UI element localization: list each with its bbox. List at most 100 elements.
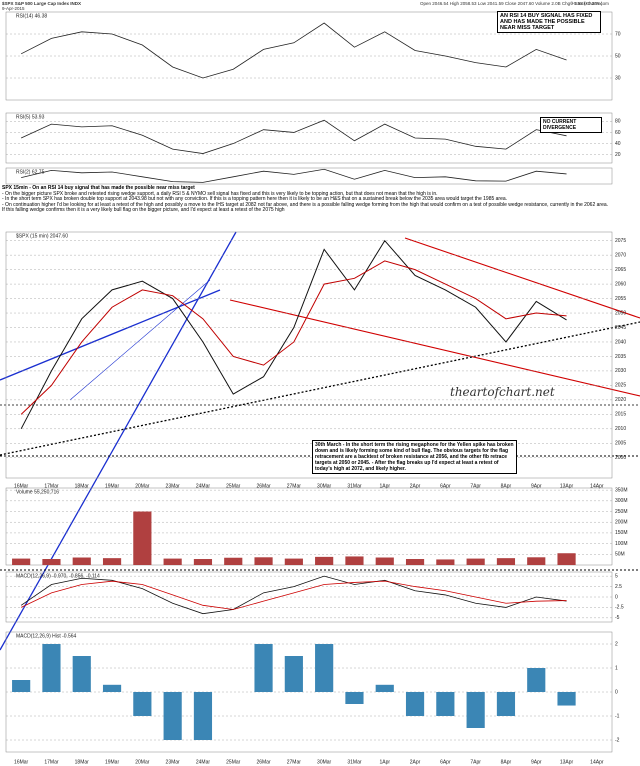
- bar: [375, 557, 394, 565]
- x-tick-label: 6Apr: [440, 759, 451, 765]
- series-line: [20, 575, 567, 615]
- date: 9-Apr-2015: [2, 6, 25, 11]
- series-line: [20, 119, 567, 154]
- x-tick-label: 30Mar: [317, 759, 332, 765]
- annotation: 30th March - In the short term the risin…: [312, 440, 517, 474]
- x-tick-label: 20Mar: [135, 483, 150, 489]
- trend-line: [0, 289, 221, 381]
- y-tick-label: 100M: [615, 541, 628, 547]
- x-tick-label: 17Mar: [44, 483, 59, 489]
- x-tick-label: 23Mar: [166, 483, 181, 489]
- series-line: [20, 260, 567, 415]
- panel: [5, 112, 613, 164]
- x-tick-label: 31Mar: [347, 483, 362, 489]
- y-tick-label: 2.5: [615, 584, 622, 590]
- y-tick-label: 2040: [615, 339, 626, 345]
- bar: [375, 684, 394, 692]
- series-line: [21, 168, 567, 183]
- bar: [42, 644, 61, 692]
- bar: [315, 556, 334, 565]
- bar: [12, 680, 31, 692]
- x-tick-label: 16Mar: [14, 483, 29, 489]
- y-tick-label: 2035: [615, 354, 626, 360]
- commentary-line: - On the bigger picture SPX broke and re…: [2, 190, 438, 197]
- x-tick-label: 7Apr: [470, 759, 481, 765]
- y-tick-label: 0: [615, 689, 618, 695]
- x-tick-label: 19Mar: [105, 483, 120, 489]
- symbol: $SPX S&P 500 Large Cap Index INDX: [2, 1, 81, 6]
- series-line: [20, 580, 567, 610]
- panel-title: $SPX (15 min) 2047.60: [16, 233, 68, 239]
- bar: [345, 692, 364, 704]
- y-tick-label: 2050: [615, 310, 626, 316]
- y-tick-label: 2010: [615, 426, 626, 432]
- x-tick-label: 14Apr: [590, 759, 604, 765]
- bar: [102, 684, 122, 692]
- bar: [436, 692, 455, 716]
- y-tick-label: 1: [615, 665, 618, 671]
- x-tick-label: 16Mar: [14, 759, 29, 765]
- bar: [193, 692, 213, 740]
- y-tick-label: 2025: [615, 383, 626, 389]
- commentary-line: - In the short term SPX has broken doubl…: [2, 196, 508, 203]
- bar: [405, 692, 425, 716]
- x-tick-label: 25Mar: [226, 759, 241, 765]
- quote: Open 2046.54 High 2058.53 Low 2041.59 Cl…: [420, 1, 603, 6]
- panel: [5, 231, 613, 479]
- bar: [193, 559, 213, 565]
- bar: [496, 692, 516, 716]
- y-tick-label: -5: [615, 615, 620, 621]
- x-tick-label: 18Mar: [75, 483, 90, 489]
- y-tick-label: 250M: [615, 509, 628, 515]
- x-tick-label: 19Mar: [105, 759, 120, 765]
- x-tick-label: 7Apr: [470, 483, 481, 489]
- bar: [557, 692, 576, 706]
- bar: [315, 644, 334, 692]
- bar: [466, 692, 485, 728]
- x-tick-label: 30Mar: [317, 483, 332, 489]
- x-tick-label: 26Mar: [256, 483, 271, 489]
- bar: [254, 644, 273, 692]
- annotation: AN RSI 14 BUY SIGNAL HAS FIXED AND HAS M…: [497, 11, 601, 33]
- y-tick-label: 30: [615, 75, 621, 81]
- panel-title: RSI(14) 46.38: [16, 13, 47, 19]
- x-tick-label: 17Mar: [44, 759, 59, 765]
- bar: [42, 559, 61, 565]
- y-tick-label: 0: [615, 594, 618, 600]
- series-line: [20, 239, 567, 430]
- bar: [163, 558, 182, 565]
- x-tick-label: 27Mar: [287, 759, 302, 765]
- y-tick-label: 2015: [615, 412, 626, 418]
- x-tick-label: 14Apr: [590, 483, 604, 489]
- commentary-line: SPX 15min - On an RSI 14 buy signal that…: [2, 185, 195, 191]
- panel: [5, 167, 613, 185]
- x-tick-label: 13Apr: [560, 483, 574, 489]
- x-tick-label: 8Apr: [501, 759, 512, 765]
- bar: [72, 656, 91, 692]
- x-tick-label: 31Mar: [347, 759, 362, 765]
- commentary: SPX 15min - On an RSI 14 buy signal that…: [2, 185, 612, 214]
- bar: [12, 558, 31, 565]
- trend-line: [229, 299, 640, 397]
- bar: [436, 559, 455, 565]
- x-tick-label: 27Mar: [287, 483, 302, 489]
- bar: [102, 558, 122, 565]
- panel-title: Volume 55,250,716: [16, 489, 59, 495]
- panel-title: RSI(5) 53.93: [16, 114, 45, 120]
- bar: [72, 557, 91, 565]
- y-tick-label: 350M: [615, 487, 628, 493]
- bar: [527, 668, 546, 692]
- y-tick-label: 2005: [615, 441, 626, 447]
- watermark: theartofchart.net: [450, 385, 555, 399]
- x-tick-label: 25Mar: [226, 483, 241, 489]
- x-tick-label: 1Apr: [379, 483, 390, 489]
- bar: [496, 558, 516, 565]
- y-tick-label: 60: [615, 130, 621, 136]
- y-tick-label: 2030: [615, 368, 626, 374]
- y-tick-label: 40: [615, 141, 621, 147]
- commentary-line: - On continuation higher I'd be looking …: [2, 201, 609, 214]
- y-tick-label: 20: [615, 152, 621, 158]
- x-tick-label: 18Mar: [75, 759, 90, 765]
